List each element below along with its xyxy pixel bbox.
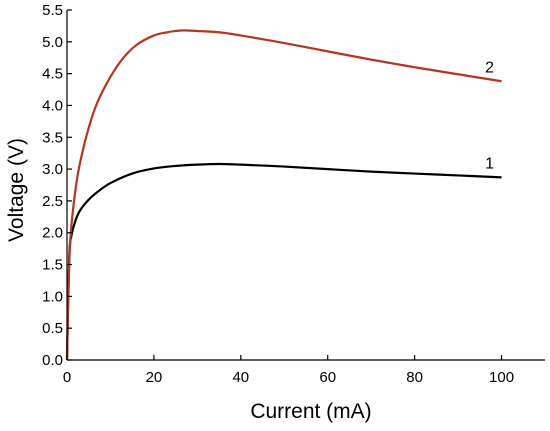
x-tick-label: 100 xyxy=(489,369,514,386)
y-tick-label: 3.0 xyxy=(42,161,63,178)
series-2-line xyxy=(65,29,502,361)
x-tick-label: 40 xyxy=(232,369,249,386)
series-labels: 12 xyxy=(485,59,494,172)
x-tick-label: 80 xyxy=(406,369,423,386)
y-axis-title: Voltage (V) xyxy=(5,138,28,242)
x-tick-label: 0 xyxy=(63,369,71,386)
y-tick-label: 2.5 xyxy=(42,193,63,210)
y-tick-label: 2.0 xyxy=(42,225,63,242)
y-tick-label: 4.0 xyxy=(42,97,63,114)
series-2-label: 2 xyxy=(485,59,494,76)
series-1-line xyxy=(65,162,502,361)
y-ticks: 0.0 0.5 1.0 1.5 2.0 2.5 3.0 3.5 4.0 4.5 5.0 5.5 xyxy=(42,2,72,369)
y-tick-label: 1.0 xyxy=(42,288,63,305)
axes-layer xyxy=(66,10,545,361)
x-ticks: 0 20 40 60 80 100 xyxy=(63,355,514,386)
y-tick-label: 1.5 xyxy=(42,257,63,274)
x-tick-label: 60 xyxy=(319,369,336,386)
y-tick-label: 4.5 xyxy=(42,66,63,83)
y-tick-label: 5.0 xyxy=(42,34,63,51)
x-axis-title: Current (mA) xyxy=(250,400,371,423)
y-tick-label: 0.0 xyxy=(42,352,63,369)
y-tick-label: 0.5 xyxy=(42,320,63,337)
y-tick-label: 5.5 xyxy=(42,2,63,19)
y-tick-label: 3.5 xyxy=(42,129,63,146)
series-1-label: 1 xyxy=(485,155,494,172)
series-layer xyxy=(65,29,502,361)
x-tick-label: 20 xyxy=(146,369,163,386)
